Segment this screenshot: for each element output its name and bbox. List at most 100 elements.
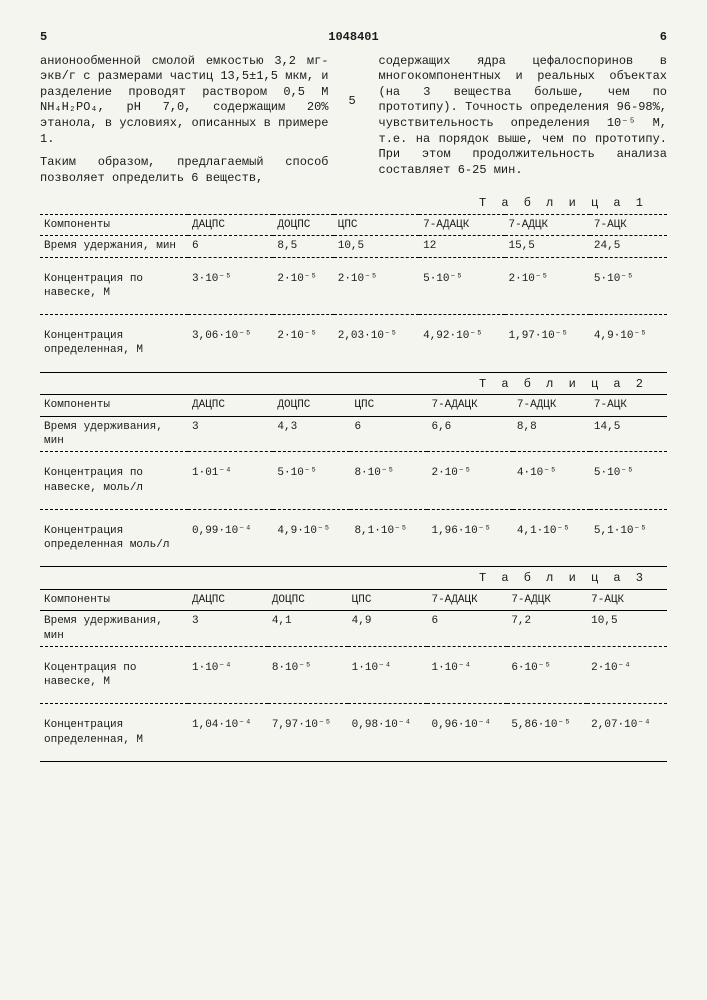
- para-left-1: анионообменной смолой емкостью 3,2 мг-эк…: [40, 54, 329, 148]
- cell: 8,1·10⁻⁵: [350, 509, 427, 567]
- cell: 5·10⁻⁵: [273, 452, 350, 510]
- col-head: 7-АДЦК: [505, 214, 590, 235]
- cell: 4,92·10⁻⁵: [419, 315, 504, 373]
- col-head: 7-АДАЦК: [427, 589, 507, 610]
- cell: 1·10⁻⁴: [427, 646, 507, 704]
- cell: 3: [188, 611, 268, 647]
- cell: 1·01⁻⁴: [188, 452, 273, 510]
- row-label: Время удерживания, мин: [40, 611, 188, 647]
- col-head: 7-АДЦК: [513, 395, 590, 416]
- col-head: ЦПС: [350, 395, 427, 416]
- cell: 5,86·10⁻⁵: [507, 704, 587, 762]
- cell: 24,5: [590, 236, 667, 257]
- cell: 4,1·10⁻⁵: [513, 509, 590, 567]
- row-label: Концентрация по навеске, М: [40, 257, 188, 315]
- cell: 2,03·10⁻⁵: [334, 315, 419, 373]
- row-label: Концентрация по навеске, моль/л: [40, 452, 188, 510]
- cell: 0,96·10⁻⁴: [427, 704, 507, 762]
- cell: 1,97·10⁻⁵: [505, 315, 590, 373]
- col-head: ДАЦПС: [188, 395, 273, 416]
- row-label: Концентрация определенная моль/л: [40, 509, 188, 567]
- row-label: Концентрация определенная, М: [40, 704, 188, 762]
- cell: 2·10⁻⁵: [427, 452, 512, 510]
- cell: 7,97·10⁻⁵: [268, 704, 348, 762]
- page-num-right: 6: [660, 30, 667, 46]
- cell: 2·10⁻⁵: [273, 257, 333, 315]
- cell: 10,5: [334, 236, 419, 257]
- para-right-1: содержащих ядра цефалоспоринов в многоко…: [379, 54, 668, 179]
- cell: 3·10⁻⁵: [188, 257, 273, 315]
- col-head: ДОЦПС: [268, 589, 348, 610]
- para-left-2: Таким образом, предлагаемый способ позво…: [40, 155, 329, 186]
- table-1-label: Т а б л и ц а 1: [40, 196, 667, 212]
- cell: 8·10⁻⁵: [268, 646, 348, 704]
- cell: 6: [350, 416, 427, 452]
- cell: 4,9·10⁻⁵: [590, 315, 667, 373]
- cell: 1,04·10⁻⁴: [188, 704, 268, 762]
- col-head: 7-АЦК: [590, 395, 667, 416]
- row-label: Время удержания, мин: [40, 236, 188, 257]
- line-marker-5: 5: [349, 94, 356, 110]
- cell: 0,99·10⁻⁴: [188, 509, 273, 567]
- col-head: Компоненты: [40, 395, 188, 416]
- cell: 1,96·10⁻⁵: [427, 509, 512, 567]
- cell: 10,5: [587, 611, 667, 647]
- cell: 2·10⁻⁵: [273, 315, 333, 373]
- cell: 1·10⁻⁴: [188, 646, 268, 704]
- cell: 6: [427, 611, 507, 647]
- col-head: ЦПС: [348, 589, 428, 610]
- table-2-label: Т а б л и ц а 2: [40, 377, 667, 393]
- cell: 3,06·10⁻⁵: [188, 315, 273, 373]
- row-label: Концентрация определенная, М: [40, 315, 188, 373]
- table-2: Компоненты ДАЦПС ДОЦПС ЦПС 7-АДАЦК 7-АДЦ…: [40, 394, 667, 567]
- cell: 6: [188, 236, 273, 257]
- left-column: анионообменной смолой емкостью 3,2 мг-эк…: [40, 54, 329, 187]
- cell: 2,07·10⁻⁴: [587, 704, 667, 762]
- cell: 7,2: [507, 611, 587, 647]
- col-head: 7-АДАЦК: [427, 395, 512, 416]
- col-head: ДАЦПС: [188, 589, 268, 610]
- col-head: 7-АЦК: [590, 214, 667, 235]
- cell: 6·10⁻⁵: [507, 646, 587, 704]
- row-label: Коцентрация по навеске, М: [40, 646, 188, 704]
- cell: 0,98·10⁻⁴: [348, 704, 428, 762]
- col-head: 7-АДАЦК: [419, 214, 504, 235]
- cell: 4,3: [273, 416, 350, 452]
- col-head: 7-АЦК: [587, 589, 667, 610]
- col-head: Компоненты: [40, 589, 188, 610]
- col-head: ДОЦПС: [273, 214, 333, 235]
- page-header: 5 1048401 6: [40, 30, 667, 46]
- cell: 4,1: [268, 611, 348, 647]
- cell: 8,8: [513, 416, 590, 452]
- cell: 2·10⁻⁵: [334, 257, 419, 315]
- cell: 4,9: [348, 611, 428, 647]
- row-label: Время удерживания, мин: [40, 416, 188, 452]
- right-column: содержащих ядра цефалоспоринов в многоко…: [379, 54, 668, 187]
- cell: 5,1·10⁻⁵: [590, 509, 667, 567]
- cell: 6,6: [427, 416, 512, 452]
- col-head: Компоненты: [40, 214, 188, 235]
- col-head: 7-АДЦК: [507, 589, 587, 610]
- body-text: анионообменной смолой емкостью 3,2 мг-эк…: [40, 54, 667, 187]
- col-head: ДОЦПС: [273, 395, 350, 416]
- col-head: ЦПС: [334, 214, 419, 235]
- cell: 4,9·10⁻⁵: [273, 509, 350, 567]
- cell: 8·10⁻⁵: [350, 452, 427, 510]
- cell: 5·10⁻⁵: [419, 257, 504, 315]
- cell: 2·10⁻⁵: [505, 257, 590, 315]
- cell: 14,5: [590, 416, 667, 452]
- page-num-left: 5: [40, 30, 47, 46]
- cell: 2·10⁻⁴: [587, 646, 667, 704]
- cell: 4·10⁻⁵: [513, 452, 590, 510]
- cell: 12: [419, 236, 504, 257]
- cell: 8,5: [273, 236, 333, 257]
- document-number: 1048401: [328, 30, 378, 46]
- cell: 1·10⁻⁴: [348, 646, 428, 704]
- col-head: ДАЦПС: [188, 214, 273, 235]
- cell: 5·10⁻⁵: [590, 452, 667, 510]
- table-3-label: Т а б л и ц а 3: [40, 571, 667, 587]
- cell: 5·10⁻⁵: [590, 257, 667, 315]
- table-1: Компоненты ДАЦПС ДОЦПС ЦПС 7-АДАЦК 7-АДЦ…: [40, 214, 667, 373]
- cell: 15,5: [505, 236, 590, 257]
- table-3: Компоненты ДАЦПС ДОЦПС ЦПС 7-АДАЦК 7-АДЦ…: [40, 589, 667, 762]
